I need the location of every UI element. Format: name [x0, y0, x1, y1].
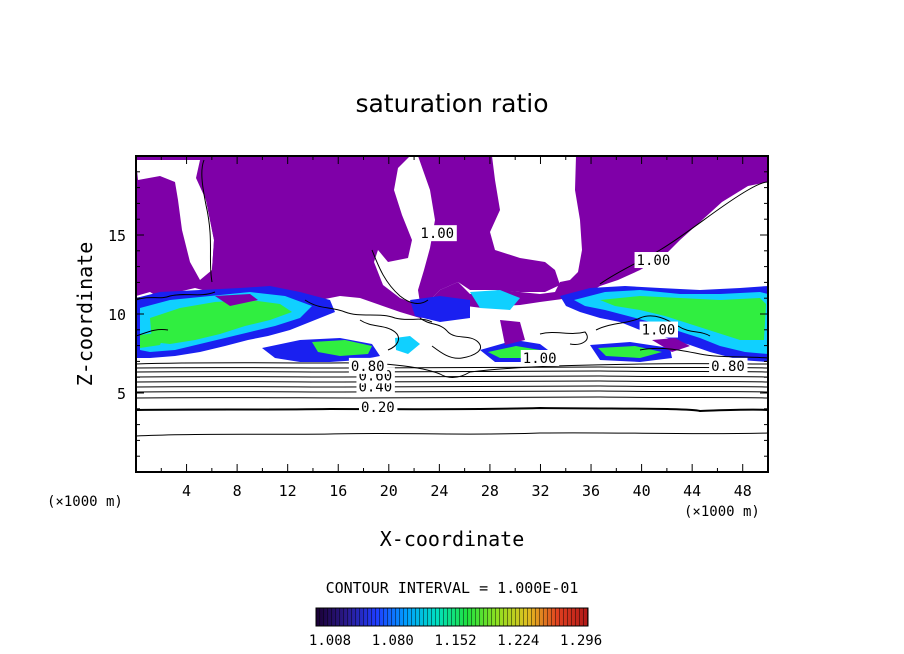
x-tick-label: 12 — [279, 482, 297, 500]
colorbar: 1.008 1.080 1.152 1.224 1.296 — [309, 607, 602, 649]
contour-labels: 0.200.400.600.80 0.801.001.001.001.00 — [348, 225, 748, 416]
colorbar-hatch — [316, 608, 588, 626]
contour-label-bg — [358, 398, 398, 415]
colorbar-tick-label: 1.296 — [560, 633, 602, 649]
contour-label-bg — [709, 357, 748, 374]
colorbar-tick-label: 1.224 — [497, 633, 539, 649]
x-tick-label: 16 — [329, 482, 347, 500]
x-tick-label: 32 — [531, 482, 549, 500]
colorbar-tick-label: 1.080 — [372, 633, 414, 649]
contour-label: 0.40 — [358, 379, 392, 395]
y-tick-label: 15 — [108, 227, 126, 245]
contour-label: 1.00 — [637, 253, 671, 269]
contour-label-bg — [348, 357, 388, 374]
contour-interval-text: CONTOUR INTERVAL = 1.000E-01 — [326, 579, 579, 597]
x-tick-label: 4 — [182, 482, 191, 500]
contour-label: 1.00 — [420, 226, 454, 242]
chart-title: saturation ratio — [355, 89, 548, 118]
contour-label-bg — [520, 349, 560, 366]
x-tick-label: 20 — [380, 482, 398, 500]
contour-label: 0.20 — [361, 400, 395, 416]
x-unit-left: (×1000 m) — [47, 494, 123, 510]
x-tick-label: 8 — [233, 482, 242, 500]
contour-label-bg — [418, 225, 457, 242]
y-tick-label: 5 — [117, 385, 126, 403]
y-tick-label: 10 — [108, 306, 126, 324]
x-tick-label: 24 — [430, 482, 448, 500]
x-axis-ticks: 4 8 12 16 20 24 28 32 36 40 44 48 — [160, 156, 752, 500]
x-tick-label: 40 — [633, 482, 651, 500]
contour-label: 0.80 — [711, 359, 745, 375]
purple-region-mid — [418, 156, 560, 303]
contour-lines — [136, 159, 768, 437]
contour-label: 1.00 — [642, 323, 676, 339]
purple-region-center — [300, 156, 768, 318]
x-tick-label: 44 — [683, 482, 701, 500]
x-tick-label: 36 — [582, 482, 600, 500]
x-axis-label: X-coordinate — [380, 527, 525, 551]
x-tick-label: 28 — [481, 482, 499, 500]
colorbar-tick-label: 1.008 — [309, 633, 351, 649]
contour-label-bg — [634, 252, 673, 269]
colorbar-frame — [315, 607, 589, 627]
contour-label: 1.00 — [523, 351, 557, 367]
colorbar-tick-label: 1.152 — [434, 633, 476, 649]
plot-area: 0.200.400.600.80 0.801.001.001.001.00 — [136, 156, 768, 472]
contour-label: 0.80 — [351, 359, 385, 375]
contour-label-bg — [639, 321, 678, 338]
x-unit-right: (×1000 m) — [684, 504, 760, 520]
purple-region-left-2 — [200, 156, 305, 300]
x-tick-label: 48 — [734, 482, 752, 500]
y-axis-label: Z-coordinate — [73, 242, 97, 387]
y-axis-ticks: 5 10 15 — [108, 171, 768, 457]
